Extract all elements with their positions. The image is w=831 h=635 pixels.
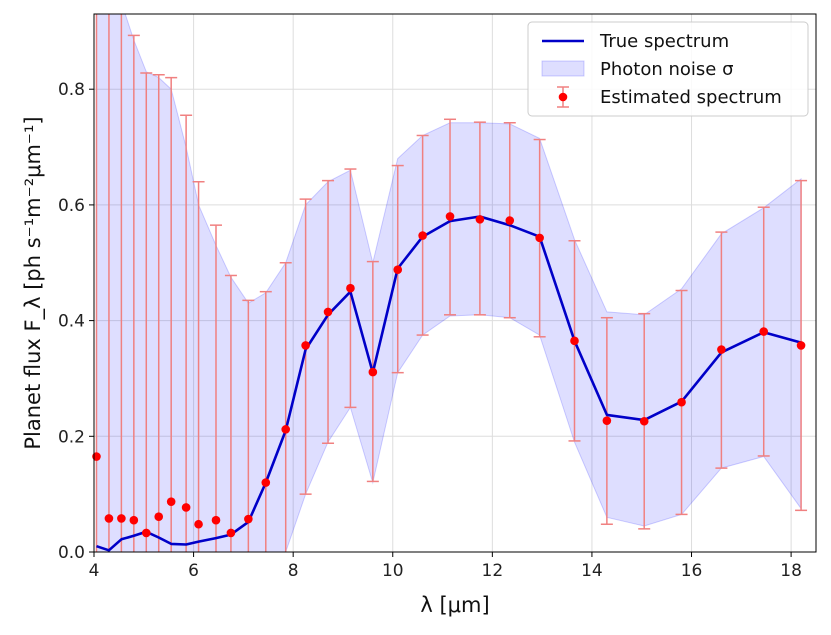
- x-tick-label: 8: [288, 561, 299, 581]
- estimated-points: [92, 212, 806, 538]
- estimated-point: [368, 367, 378, 377]
- x-tick-label: 6: [188, 561, 199, 581]
- estimated-point: [505, 216, 515, 225]
- estimated-point: [194, 519, 203, 529]
- x-tick-label: 18: [780, 561, 802, 581]
- y-tick-label: 0.4: [58, 312, 85, 332]
- estimated-point: [759, 327, 769, 336]
- estimated-point: [346, 283, 355, 293]
- estimated-point: [166, 497, 176, 506]
- estimated-point: [281, 425, 291, 434]
- estimated-point: [445, 212, 455, 221]
- legend: True spectrum Photon noise σ Estimated spe…: [527, 21, 809, 117]
- estimated-point: [639, 416, 649, 426]
- legend-label: Photon noise σ: [600, 59, 733, 80]
- legend-band-swatch: [541, 60, 585, 77]
- x-axis-title: λ [μm]: [420, 593, 489, 617]
- plot-frame: [93, 13, 817, 553]
- axis-ticks: 4 6 8 10 12 14 16 18 0.0 0.2 0.4 0.6 0.8: [58, 80, 802, 581]
- estimated-point: [677, 397, 686, 407]
- estimated-point: [129, 515, 139, 525]
- estimated-point: [323, 307, 333, 317]
- legend-box: [527, 21, 809, 117]
- estimated-point: [535, 233, 544, 243]
- estimated-point: [570, 336, 579, 346]
- legend-point-swatch: [558, 92, 568, 102]
- legend-label: Estimated spectrum: [600, 87, 782, 108]
- estimated-point: [796, 341, 806, 350]
- estimated-point: [244, 514, 253, 524]
- y-tick-label: 0.6: [58, 196, 85, 216]
- estimated-point: [418, 231, 427, 240]
- estimated-point: [717, 345, 726, 354]
- estimated-point: [226, 528, 236, 538]
- estimated-point: [475, 215, 485, 224]
- estimated-point: [92, 452, 101, 461]
- legend-label: True spectrum: [599, 31, 729, 52]
- estimated-point: [104, 514, 114, 523]
- x-tick-label: 10: [382, 561, 404, 581]
- estimated-point: [301, 341, 310, 350]
- estimated-point: [602, 416, 612, 425]
- x-tick-label: 4: [89, 561, 100, 581]
- estimated-point: [211, 515, 221, 525]
- estimated-point: [141, 528, 151, 538]
- y-tick-label: 0.0: [58, 543, 85, 563]
- y-axis-title: Planet flux F_λ [ph s⁻¹m⁻²μm⁻¹]: [21, 116, 46, 449]
- estimated-point: [261, 478, 271, 487]
- estimated-point: [117, 514, 126, 523]
- x-tick-label: 14: [581, 561, 603, 581]
- x-tick-label: 16: [681, 561, 703, 581]
- y-tick-label: 0.8: [58, 80, 85, 100]
- estimated-point: [154, 512, 164, 522]
- y-tick-label: 0.2: [58, 427, 85, 447]
- estimated-point: [181, 503, 191, 512]
- x-tick-label: 12: [482, 561, 504, 581]
- estimated-point: [393, 265, 403, 274]
